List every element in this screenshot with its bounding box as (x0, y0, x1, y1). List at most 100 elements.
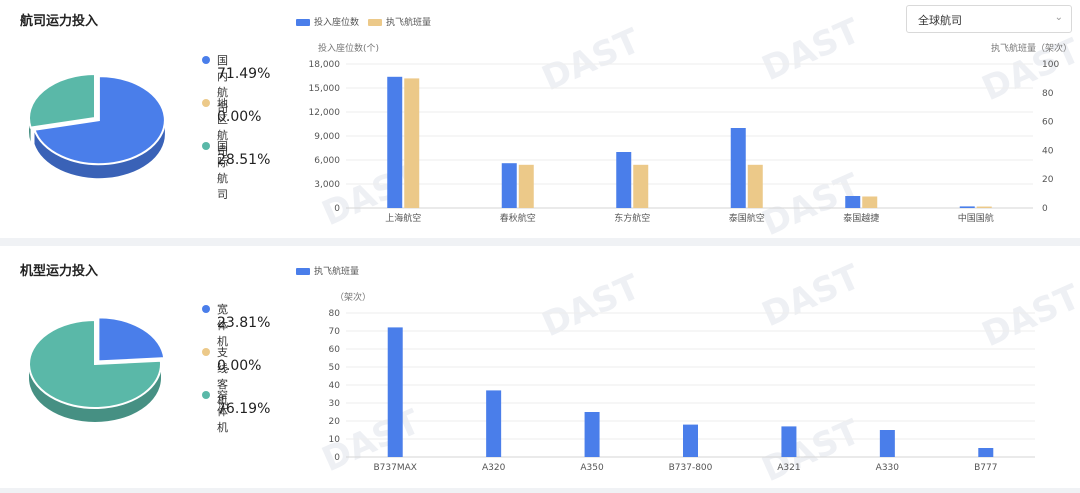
y-tick-label-left: 9,000 (314, 132, 340, 142)
y-tick-label-right: 80 (1042, 89, 1054, 99)
airline-pie-chart (28, 72, 166, 179)
bar-flights (387, 327, 403, 457)
x-tick-label: 东方航空 (614, 212, 650, 224)
y-tick-label-left: 15,000 (309, 84, 341, 94)
legend-label: 支线客机 (217, 346, 228, 407)
x-tick-label: B737MAX (373, 463, 416, 473)
bar-seats (387, 76, 403, 208)
legend-label: 投入座位数 (314, 18, 360, 28)
legend-color-dot (202, 305, 210, 313)
x-tick-label: 泰国航空 (729, 212, 765, 224)
airline-bar-chart: 投入座位数(个) 执飞航班量（架次） 0 3,000 6,000 9,000 12,000 1… (309, 42, 1073, 224)
bar-seats (959, 206, 975, 208)
pie-slice-side (34, 120, 165, 179)
legend-label: 执飞航班量 (314, 267, 360, 277)
legend-value: 0.00% (217, 109, 262, 125)
select-value: 全球航司 (918, 14, 962, 27)
legend-color-dot (202, 348, 210, 356)
legend-label: 国际航司 (217, 140, 228, 201)
pie-slice-side (29, 364, 161, 422)
bar-flights (404, 78, 420, 209)
y-tick-label-left: 12,000 (309, 108, 341, 118)
y-tick-label-left: 18,000 (309, 60, 341, 70)
bar-flights (747, 164, 763, 208)
airline-capacity-panel: DAST DAST DAST DAST DAST 航司运力投入 国内航司 71.… (0, 0, 1080, 244)
bar-flights (633, 164, 649, 208)
chart-legend-seats[interactable]: 投入座位数 (296, 15, 359, 28)
y-tick-label: 70 (329, 327, 341, 337)
y-tick-label: 30 (329, 399, 341, 409)
y-axis-label-right: 执飞航班量（架次） (991, 42, 1072, 54)
aircraft-type-bar-chart: （架次） 0 10 20 30 40 50 60 70 80 B737MAX A320 A350 B737… (329, 291, 1035, 473)
pie-slice (28, 318, 162, 409)
bar-flights (518, 164, 534, 208)
x-tick-label: 春秋航空 (500, 212, 536, 224)
y-tick-label-right: 100 (1042, 60, 1059, 70)
bar-flights (862, 196, 878, 208)
y-tick-label: 10 (329, 435, 341, 445)
legend-label: 执飞航班量 (386, 18, 432, 28)
legend-label: 地区航司 (217, 97, 228, 158)
legend-value: 71.49% (217, 66, 271, 82)
bar-flights (976, 206, 992, 208)
chart-legend-flights[interactable]: 执飞航班量 (296, 264, 359, 277)
y-tick-label: 60 (329, 345, 341, 355)
legend-color-dot (202, 56, 210, 64)
panel-title: 航司运力投入 (20, 14, 99, 29)
y-tick-label: 20 (329, 417, 341, 427)
panel-title: 机型运力投入 (20, 264, 99, 279)
legend-swatch (296, 19, 310, 26)
airline-scope-select[interactable]: 全球航司 ⌄ (906, 5, 1072, 33)
legend-value: 23.81% (217, 315, 271, 331)
bar-seats (845, 196, 861, 208)
x-tick-label: 上海航空 (385, 212, 421, 224)
pie-slice (97, 316, 166, 363)
pie-slice (28, 72, 96, 129)
y-tick-label-right: 20 (1042, 175, 1054, 185)
bar-flights (781, 426, 797, 457)
x-tick-label: B777 (974, 463, 997, 473)
y-axis-label: （架次） (335, 291, 371, 303)
x-tick-label: A321 (777, 463, 800, 473)
y-tick-label-left: 0 (334, 204, 340, 214)
x-tick-label: 中国国航 (958, 212, 994, 224)
pie-slice (33, 75, 166, 166)
x-tick-label: A330 (876, 463, 900, 473)
legend-color-dot (202, 142, 210, 150)
y-tick-label-right: 0 (1042, 204, 1048, 214)
legend-label: 国内航司 (217, 54, 228, 115)
legend-swatch (368, 19, 382, 26)
aircraft-type-pie-chart (28, 316, 166, 422)
y-tick-label: 40 (329, 381, 341, 391)
legend-value: 0.00% (217, 358, 262, 374)
y-tick-label: 80 (329, 309, 341, 319)
x-tick-label: 泰国越捷 (843, 212, 879, 224)
x-tick-label: B737-800 (669, 463, 713, 473)
legend-value: 28.51% (217, 152, 271, 168)
chart-legend-flights[interactable]: 执飞航班量 (368, 15, 431, 28)
y-axis-label-left: 投入座位数(个) (318, 42, 379, 54)
bar-flights (584, 412, 600, 457)
y-tick-label-right: 40 (1042, 146, 1054, 156)
aircraft-type-capacity-panel: DAST DAST DAST DAST DAST 机型运力投入 宽体机 23.8… (0, 246, 1080, 490)
y-tick-label: 50 (329, 363, 341, 373)
chevron-down-icon: ⌄ (1054, 12, 1063, 23)
bar-seats (501, 163, 517, 208)
legend-label: 宽体机 (217, 303, 228, 348)
x-tick-label: A350 (580, 463, 604, 473)
bar-seats (616, 152, 632, 208)
bar-flights (486, 390, 502, 457)
legend-label: 窄体机 (217, 389, 228, 434)
legend-value: 76.19% (217, 401, 271, 417)
legend-color-dot (202, 391, 210, 399)
y-tick-label-left: 6,000 (314, 156, 340, 166)
bar-flights (879, 430, 895, 457)
bar-seats (730, 128, 746, 208)
legend-swatch (296, 268, 310, 275)
x-tick-label: A320 (482, 463, 506, 473)
y-tick-label-right: 60 (1042, 118, 1054, 128)
bar-flights (978, 448, 994, 457)
bar-flights (683, 424, 698, 457)
y-tick-label: 0 (334, 453, 340, 463)
y-tick-label-left: 3,000 (314, 180, 340, 190)
